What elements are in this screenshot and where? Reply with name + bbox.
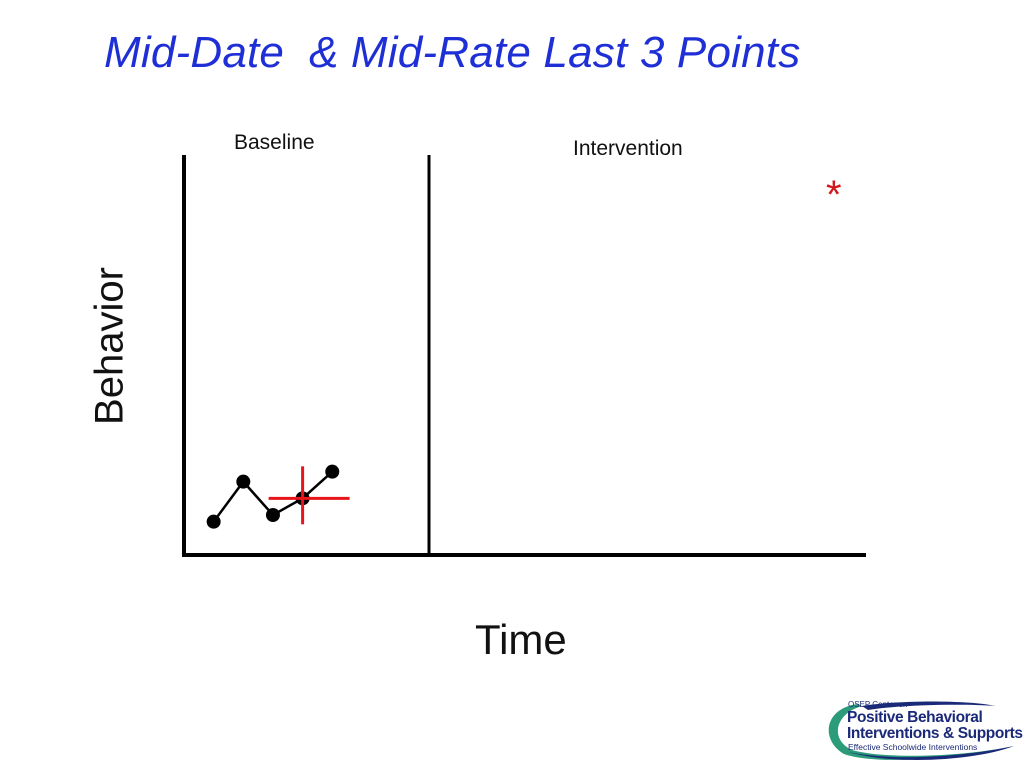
data-point (207, 515, 221, 529)
phase-label-baseline: Baseline (234, 131, 315, 155)
y-axis-label: Behavior (88, 267, 133, 425)
phase-label-intervention: Intervention (573, 137, 683, 161)
pbis-logo: OSEP Center on Positive Behavioral Inter… (818, 696, 1018, 760)
red-asterisk: * (826, 175, 842, 215)
data-point (266, 508, 280, 522)
logo-small-text: OSEP Center on (848, 700, 907, 709)
logo-line-2: Interventions & Supports (847, 725, 1023, 743)
data-point (236, 475, 250, 489)
series-layer (207, 465, 340, 529)
data-point (325, 465, 339, 479)
x-axis-label: Time (475, 616, 567, 664)
logo-tagline: Effective Schoolwide Interventions (848, 742, 977, 752)
